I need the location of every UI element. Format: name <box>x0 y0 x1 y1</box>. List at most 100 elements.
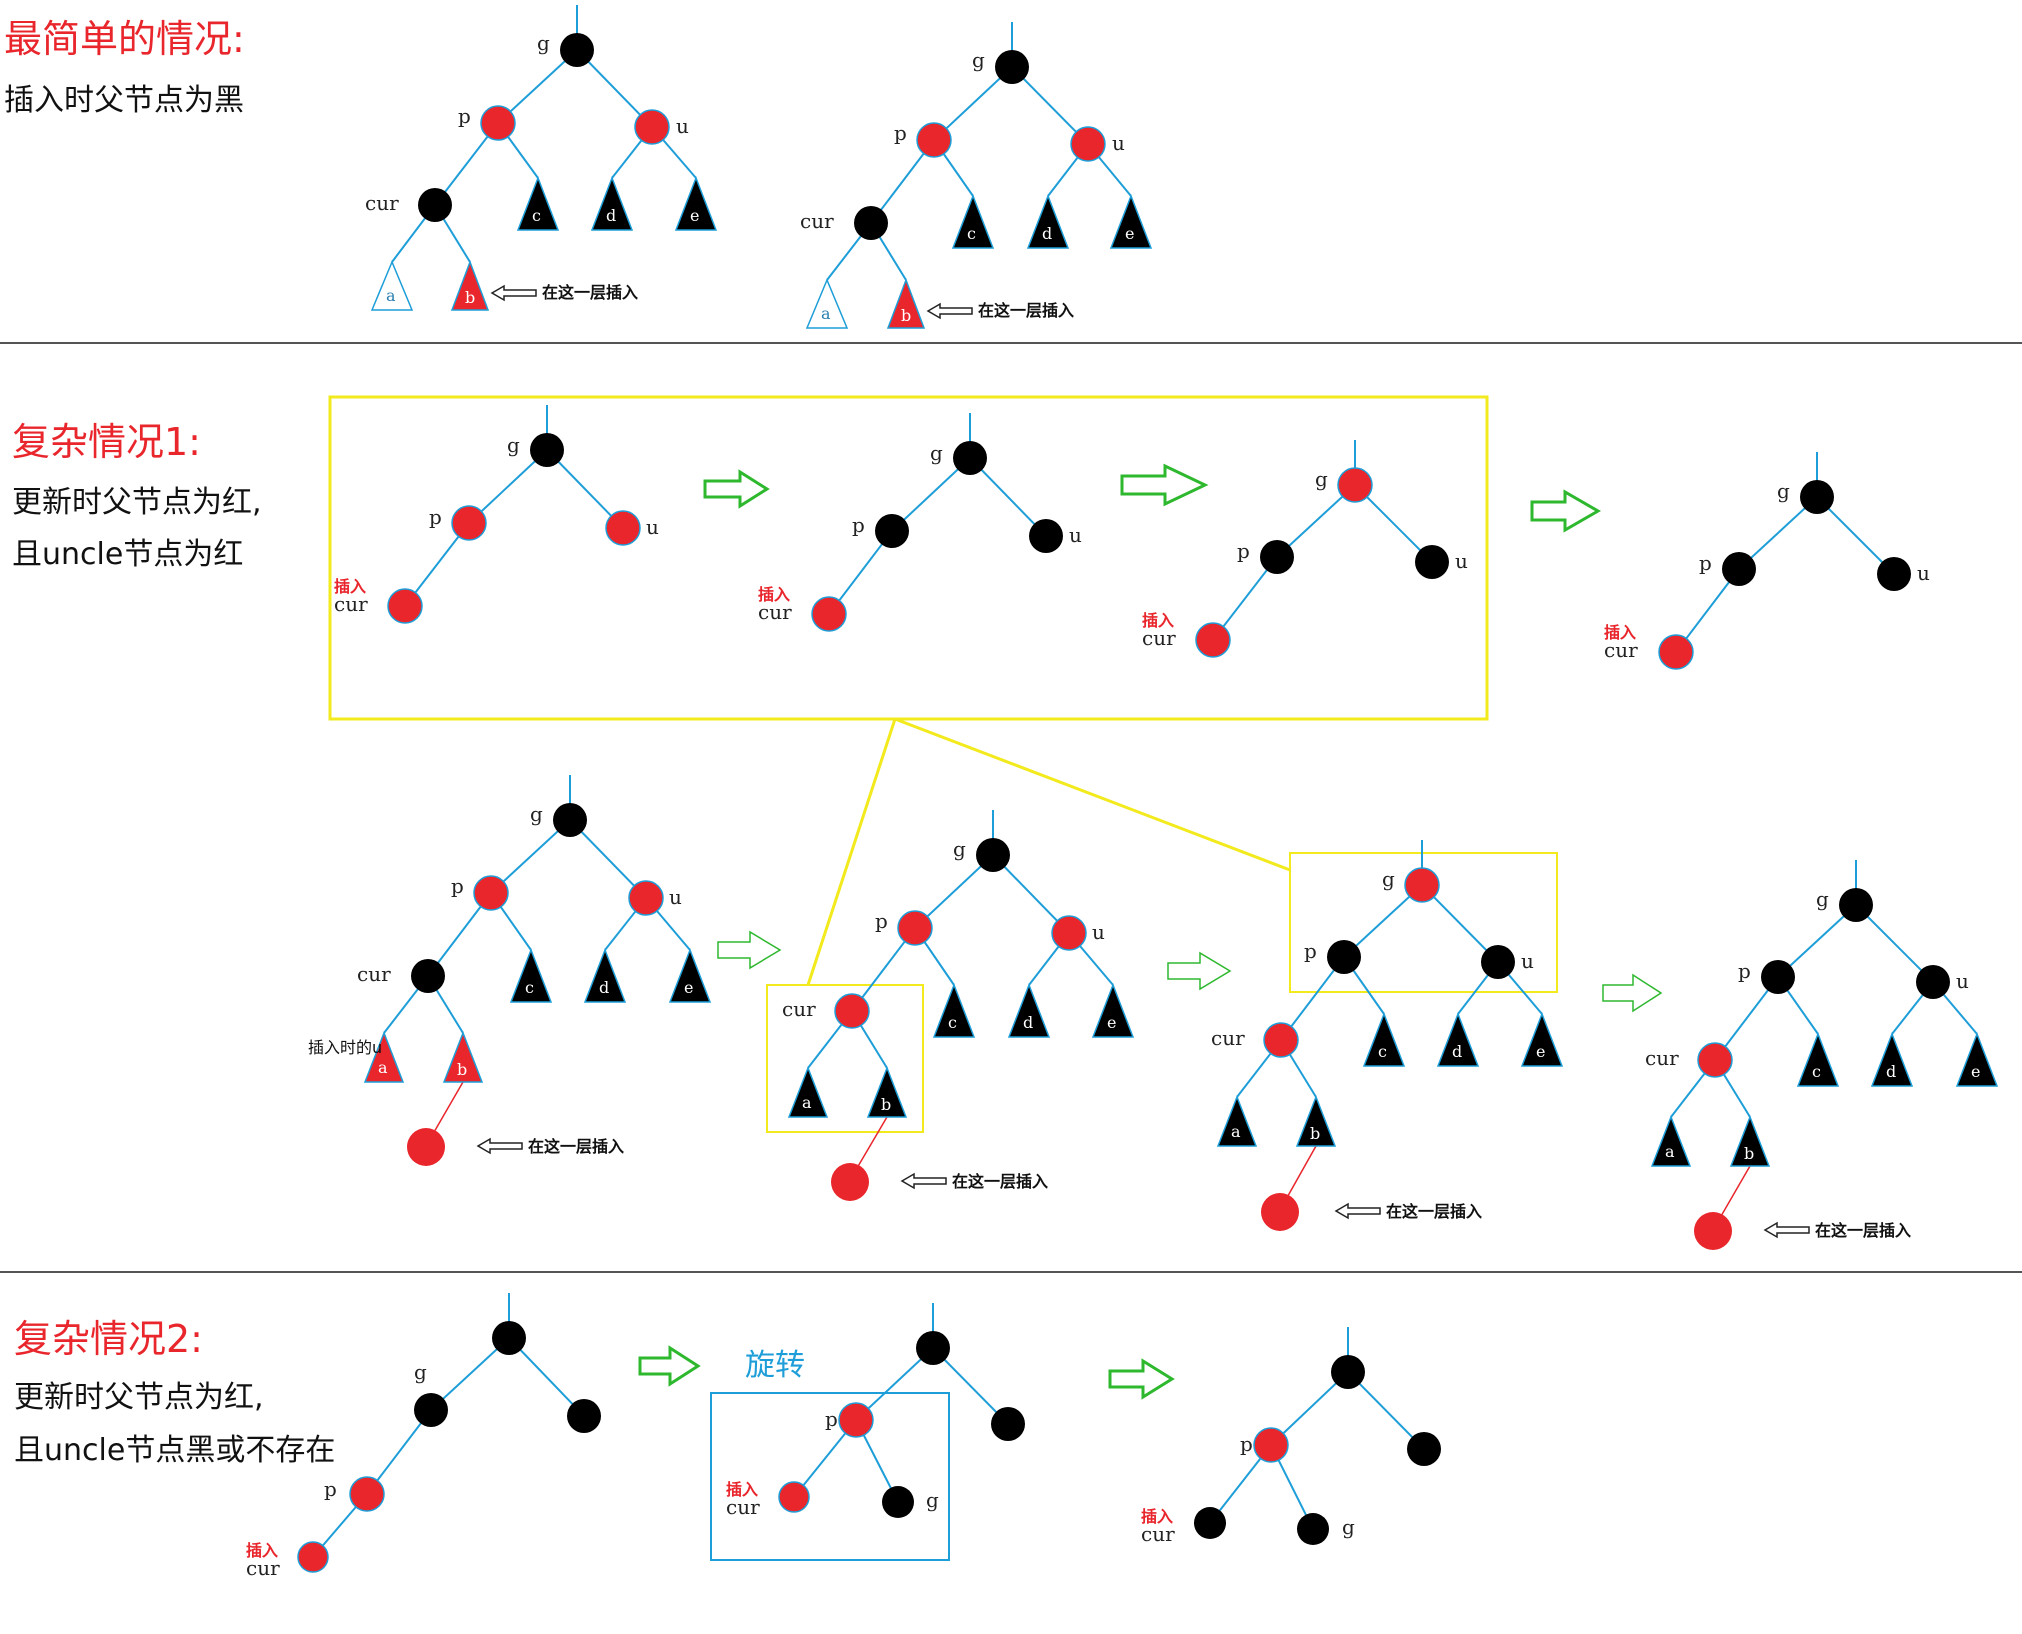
note-insert-when-u: 插入时的u <box>308 1038 382 1057</box>
subtree-label-e: e <box>684 978 693 997</box>
node-cur-red <box>297 1541 329 1573</box>
subtree-c <box>1362 1011 1406 1067</box>
subtree-b <box>866 1065 908 1118</box>
node-p-black <box>1327 940 1361 974</box>
node-g-red <box>1404 867 1440 903</box>
node-p-black <box>1722 552 1756 586</box>
node-p-black <box>1260 540 1294 574</box>
node-u-black <box>1916 965 1950 999</box>
edge <box>969 457 1047 537</box>
label-cur: cur <box>1142 626 1176 650</box>
edge <box>1011 66 1089 145</box>
subtree-label-c: c <box>1378 1042 1387 1061</box>
note-insert-layer: 在这一层插入 <box>542 283 638 302</box>
label-cur: cur <box>1604 638 1638 662</box>
subtree-label-b: b <box>1744 1144 1754 1163</box>
label-cur: cur <box>1645 1046 1679 1070</box>
subtree-label-e: e <box>1125 224 1134 243</box>
node-p-red <box>349 1476 385 1512</box>
subtree-label-d: d <box>1452 1042 1462 1061</box>
node-u-red <box>634 109 670 145</box>
green-arrow-icon <box>1120 463 1209 507</box>
label-p: p <box>451 874 464 898</box>
subtitle-complex1-line2: 且uncle节点为红 <box>12 537 243 572</box>
node-u-black <box>1877 557 1911 591</box>
edge <box>490 819 571 894</box>
label-cur: cur <box>1141 1522 1175 1546</box>
label-insert: 插入 <box>1604 623 1636 642</box>
edge <box>891 457 971 532</box>
edge <box>576 49 653 128</box>
complex2-tree-1: g p 插入 cur <box>246 1293 601 1580</box>
label-cur: cur <box>782 997 816 1021</box>
label-g: g <box>926 1488 939 1512</box>
subtree-e <box>1091 982 1135 1038</box>
node-black <box>1331 1355 1365 1389</box>
node-new-red <box>1261 1193 1299 1231</box>
node-p-black <box>875 514 909 548</box>
node-u-red <box>1051 915 1087 951</box>
yellow-frame-simple-trees <box>328 395 1489 721</box>
label-insert: 插入 <box>758 585 790 604</box>
node-g-black <box>1297 1513 1329 1545</box>
yellow-frame-top <box>1289 852 1558 993</box>
note-insert-layer: 在这一层插入 <box>1815 1221 1911 1240</box>
label-g: g <box>953 837 966 861</box>
left-arrow-icon <box>490 284 537 302</box>
node-p-red <box>451 505 487 541</box>
edge <box>569 819 647 899</box>
yellow-connector <box>894 717 1291 872</box>
subtree-e <box>674 175 718 231</box>
node-g-black <box>1839 888 1873 922</box>
yellow-frame-subtree <box>766 984 924 1133</box>
label-g: g <box>972 48 985 72</box>
label-u: u <box>1069 523 1082 547</box>
subtree-label-c: c <box>1812 1062 1821 1081</box>
node-cur-red <box>1263 1022 1299 1058</box>
simple-tree-1: c d e a b g p u cur 在这一层插入 <box>365 5 718 311</box>
subtree-label-a: a <box>378 1058 388 1077</box>
complex2-tree-2: p g 插入 cur <box>726 1303 1025 1519</box>
label-cur: cur <box>726 1495 760 1519</box>
node-black <box>492 1321 526 1355</box>
note-insert-layer: 在这一层插入 <box>978 301 1074 320</box>
subtree-label-e: e <box>1536 1042 1545 1061</box>
subtree-a <box>1216 1094 1258 1147</box>
subtree-d <box>1436 1011 1480 1067</box>
subtree-label-c: c <box>948 1013 957 1032</box>
label-cur: cur <box>1211 1026 1245 1050</box>
label-g: g <box>507 433 520 457</box>
edge <box>1347 1371 1425 1450</box>
subtree-c <box>509 947 553 1003</box>
edge <box>468 449 548 524</box>
subtree-label-a: a <box>821 304 831 323</box>
subtree-c <box>1796 1031 1840 1087</box>
subtree-a <box>805 278 849 329</box>
subtree-label-a: a <box>386 286 396 305</box>
subtree-label-e: e <box>690 206 699 225</box>
subtree-label-d: d <box>1023 1013 1033 1032</box>
subtitle-simple: 插入时父节点为黑 <box>4 83 244 118</box>
node-g-black <box>953 441 987 475</box>
node-u-black <box>1481 945 1515 979</box>
subtree-d <box>590 175 634 231</box>
left-arrow-icon <box>926 302 973 320</box>
subtree-c <box>932 982 976 1038</box>
edge <box>1816 496 1895 575</box>
label-u: u <box>669 885 682 909</box>
node-u-black <box>567 1399 601 1433</box>
node-g-black <box>1800 480 1834 514</box>
node-g-black <box>414 1393 448 1427</box>
label-p: p <box>324 1477 337 1501</box>
subtree-c <box>951 193 995 249</box>
label-insert: 插入 <box>334 577 366 596</box>
node-u-black <box>1029 519 1063 553</box>
subtree-b-red <box>442 1030 484 1083</box>
node-cur-red <box>1697 1042 1733 1078</box>
complex1-simple-tree-4: g p u 插入 cur <box>1604 452 1930 670</box>
node-cur-red <box>1195 622 1231 658</box>
subtree-b-red <box>450 259 490 311</box>
node-u-red <box>628 880 664 916</box>
simple-tree-2: c d e a b g p u cur 在这一层插入 <box>800 22 1153 329</box>
label-u: u <box>646 515 659 539</box>
